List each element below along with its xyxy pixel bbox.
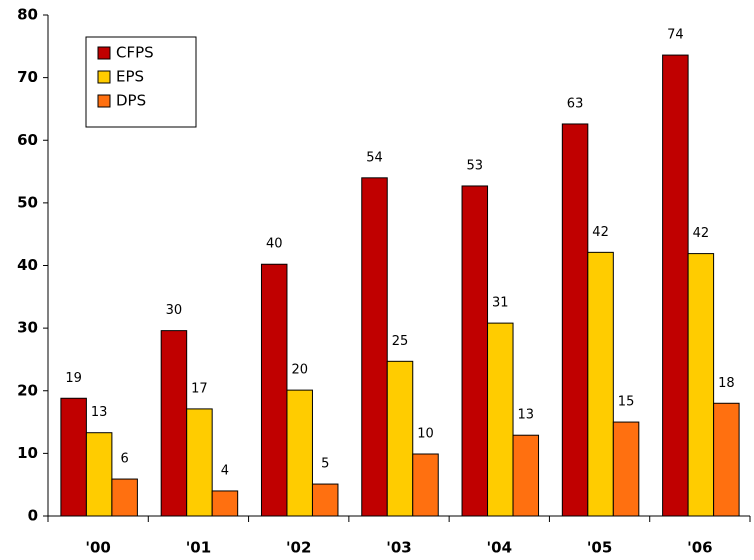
value-label: 18	[718, 376, 735, 391]
bar	[612, 421, 640, 517]
legend-label: CFPS	[116, 44, 154, 62]
value-label: 17	[191, 381, 208, 396]
value-label: 25	[392, 334, 409, 349]
bar	[461, 185, 489, 517]
value-label: 20	[291, 363, 308, 378]
y-tick-label: 30	[17, 319, 38, 337]
value-label: 13	[91, 405, 108, 420]
bar	[713, 402, 740, 517]
bar	[412, 453, 439, 517]
legend-swatch	[97, 46, 111, 60]
y-tick-label: 0	[28, 507, 38, 525]
x-tick-label: '00	[85, 539, 110, 557]
legend-swatch	[97, 70, 111, 84]
bar	[662, 54, 689, 517]
x-tick-label: '06	[687, 539, 712, 557]
bar	[487, 322, 514, 517]
value-label: 54	[366, 150, 383, 165]
value-label: 40	[266, 237, 283, 252]
value-label: 13	[518, 408, 535, 423]
value-label: 10	[417, 427, 434, 442]
bar	[211, 490, 239, 517]
x-tick-label: '04	[487, 539, 512, 557]
legend-swatch	[97, 94, 111, 108]
value-label: 4	[221, 463, 229, 478]
bar	[111, 478, 138, 517]
value-label: 5	[321, 457, 329, 472]
value-label: 53	[467, 158, 484, 173]
x-tick-label: '05	[587, 539, 612, 557]
bar	[512, 434, 540, 517]
value-label: 63	[567, 96, 584, 111]
value-label: 42	[693, 226, 710, 241]
bar	[286, 389, 313, 517]
value-label: 19	[65, 371, 82, 386]
bar	[260, 263, 288, 517]
bar	[587, 251, 614, 517]
legend-label: EPS	[116, 68, 144, 86]
value-label: 42	[592, 225, 609, 240]
y-tick-label: 70	[17, 68, 38, 86]
y-tick-label: 80	[17, 6, 38, 24]
x-tick-label: '02	[286, 539, 311, 557]
y-tick-label: 20	[17, 381, 38, 399]
bar	[160, 330, 188, 517]
value-label: 74	[667, 28, 684, 43]
y-tick-label: 10	[17, 444, 38, 462]
bar	[361, 177, 388, 517]
x-tick-label: '01	[186, 539, 211, 557]
value-label: 15	[618, 395, 635, 410]
bar	[687, 253, 715, 517]
x-tick-label: '03	[386, 539, 411, 557]
bar	[186, 408, 213, 517]
value-label: 6	[121, 452, 129, 467]
legend-label: DPS	[116, 92, 146, 110]
y-tick-label: 40	[17, 256, 38, 274]
y-tick-label: 60	[17, 131, 38, 149]
bar	[60, 397, 87, 517]
bar	[386, 360, 414, 517]
bar	[561, 123, 589, 517]
value-label: 30	[166, 303, 183, 318]
y-tick-label: 50	[17, 193, 38, 211]
value-label: 31	[492, 296, 509, 311]
bar	[85, 432, 113, 517]
bar	[311, 483, 339, 517]
